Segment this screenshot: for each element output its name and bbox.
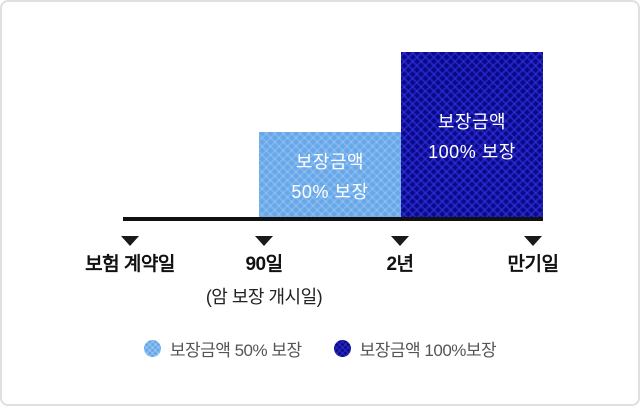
legend-dot-50-icon	[143, 340, 161, 357]
coverage-bar-100-label-line1: 보장금액	[437, 111, 507, 132]
tick-sublabel-cancer-coverage-start: (암 보장 개시일)	[205, 287, 323, 307]
legend-item-100: 보장금액 100%보장	[333, 336, 497, 361]
timeline-marker-icon	[391, 236, 409, 246]
legend: 보장금액 50% 보장 보장금액 100%보장	[2, 336, 638, 361]
legend-label-50: 보장금액 50% 보장	[169, 341, 302, 360]
coverage-bar-50: 보장금액 50% 보장	[259, 132, 401, 221]
coverage-bar-50-label-line2: 50% 보장	[291, 181, 369, 202]
legend-dot-100-icon	[333, 340, 351, 357]
tick-label-contract-date: 보험 계약일	[85, 254, 175, 275]
coverage-bar-50-label-line1: 보장금액	[295, 151, 365, 172]
tick-label-90days: 90일	[245, 254, 283, 275]
timeline-marker-icon	[524, 236, 542, 246]
tick-label-2years: 2년	[386, 254, 414, 275]
tick-label-maturity-date: 만기일	[507, 254, 559, 275]
timeline-marker-icon	[255, 236, 273, 246]
timeline-marker-icon	[121, 236, 139, 246]
legend-item-50: 보장금액 50% 보장	[143, 336, 302, 361]
timeline-axis	[123, 217, 543, 221]
coverage-bar-100-label-line2: 100% 보장	[428, 141, 516, 162]
legend-label-100: 보장금액 100%보장	[359, 341, 497, 360]
coverage-bar-100: 보장금액 100% 보장	[401, 52, 543, 221]
